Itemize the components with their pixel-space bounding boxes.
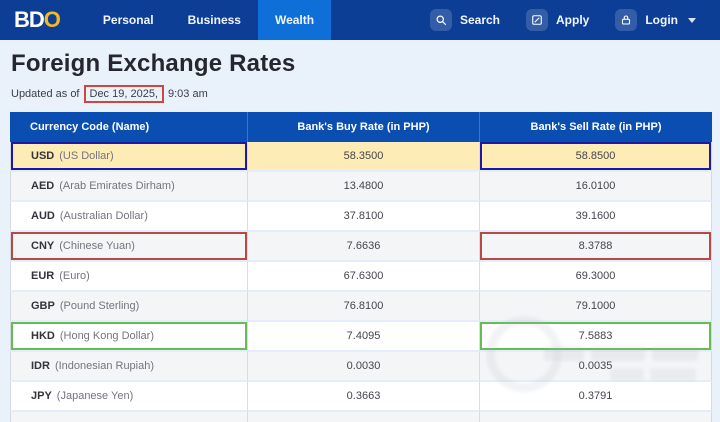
sell-rate-cell: 16.0100 [479,172,712,202]
currency-name: (Hong Kong Dollar) [59,330,154,342]
fx-table-body: USD (US Dollar) 58.3500 58.8500 AED (Arab Emi… [10,142,712,422]
sell-rate-cell: 8.3788 [479,232,712,262]
buy-rate-cell: 13.4800 [247,172,479,202]
updated-date-annotation-box: Dec 19, 2025, [83,85,164,103]
buy-rate-cell: 37.8100 [247,202,479,232]
page-title: Foreign Exchange Rates [11,50,296,77]
fx-row-eur: EUR (Euro) 67.6300 69.3000 [10,262,712,292]
main-nav: Personal Business Wealth [86,0,332,40]
fx-table-header-row: Currency Code (Name) Bank's Buy Rate (in… [10,112,712,142]
fx-row-gbp: GBP (Pound Sterling) 76.8100 79.1000 [10,292,712,322]
sell-rate-cell: 0.3791 [479,382,712,412]
updated-as-of: Updated as of Dec 19, 2025, 9:03 am [11,85,712,103]
fx-row-jpy: JPY (Japanese Yen) 0.3663 0.3791 [10,382,712,412]
fx-row-idr: IDR (Indonesian Rupiah) 0.0030 0.0035 [10,352,712,382]
buy-rate-cell: 58.3500 [247,142,479,172]
currency-code: HKD [31,330,55,342]
sell-rate-cell: 0.0035 [479,352,712,382]
fx-row-cny: CNY (Chinese Yuan) 7.6636 8.3788 [10,232,712,262]
currency-cell: HKD (Hong Kong Dollar) [10,322,247,352]
currency-cell: CNY (Chinese Yuan) [10,232,247,262]
fx-row-aud: AUD (Australian Dollar) 37.8100 39.1600 [10,202,712,232]
apply-label: Apply [556,13,590,27]
currency-name: (Arab Emirates Dirham) [59,180,175,192]
fx-rates-table: Currency Code (Name) Bank's Buy Rate (in… [10,112,712,422]
currency-name: (Australian Dollar) [59,210,148,222]
logo-text-o: O [43,7,61,32]
navbar-actions: Search Apply Login [429,0,720,40]
partial-row [10,412,712,422]
buy-rate-cell: 7.6636 [247,232,479,262]
currency-cell: IDR (Indonesian Rupiah) [10,352,247,382]
col-header-sell-rate: Bank's Sell Rate (in PHP) [479,112,712,142]
buy-rate-cell: 76.8100 [247,292,479,322]
content-area: Foreign Exchange Rates Updated as of Dec… [0,40,720,422]
search-icon [429,9,452,31]
search-button[interactable]: Search [429,9,500,31]
currency-code: AED [31,180,55,192]
buy-rate-cell: 7.4095 [247,322,479,352]
buy-rate-cell: 0.0030 [247,352,479,382]
buy-rate-cell: 0.3663 [247,382,479,412]
currency-code: USD [31,150,55,162]
sell-rate-cell: 58.8500 [479,142,712,172]
search-label: Search [459,13,500,27]
updated-prefix: Updated as of [11,88,80,100]
currency-name: (Euro) [59,270,90,282]
sell-rate-cell: 7.5883 [479,322,712,352]
currency-code: JPY [31,390,52,402]
currency-name: (Pound Sterling) [59,300,140,312]
logo-text-bd: BD [14,7,45,32]
currency-code: AUD [31,210,55,222]
updated-time: 9:03 am [168,88,208,100]
fx-row-aed: AED (Arab Emirates Dirham) 13.4800 16.0100 [10,172,712,202]
chevron-down-icon [688,17,696,23]
top-navbar: BD O Personal Business Wealth Search [0,0,720,40]
fx-row-hkd: HKD (Hong Kong Dollar) 7.4095 7.5883 [10,322,712,352]
fx-row-usd: USD (US Dollar) 58.3500 58.8500 [10,142,712,172]
currency-name: (Japanese Yen) [56,390,134,402]
lock-icon [615,9,638,31]
sell-rate-cell: 39.1600 [479,202,712,232]
sell-rate-cell: 79.1000 [479,292,712,322]
currency-cell: USD (US Dollar) [10,142,247,172]
col-header-currency: Currency Code (Name) [10,112,247,142]
buy-rate-cell: 67.6300 [247,262,479,292]
currency-code: GBP [31,300,55,312]
login-button[interactable]: Login [615,9,696,31]
currency-cell: AED (Arab Emirates Dirham) [10,172,247,202]
nav-item-wealth[interactable]: Wealth [257,0,332,40]
currency-cell: JPY (Japanese Yen) [10,382,247,412]
nav-item-business[interactable]: Business [187,13,241,27]
currency-name: (Chinese Yuan) [59,240,135,252]
currency-code: IDR [31,360,50,372]
currency-cell: GBP (Pound Sterling) [10,292,247,322]
currency-code: EUR [31,270,55,282]
edit-compose-icon [526,9,548,31]
currency-name: (US Dollar) [59,150,114,162]
nav-item-personal[interactable]: Personal [102,13,154,27]
currency-cell: AUD (Australian Dollar) [10,202,247,232]
apply-button[interactable]: Apply [526,9,589,31]
col-header-buy-rate: Bank's Buy Rate (in PHP) [247,112,479,142]
sell-rate-cell: 69.3000 [479,262,712,292]
currency-code: CNY [31,240,55,252]
currency-cell: EUR (Euro) [10,262,247,292]
login-label: Login [645,13,678,27]
bdo-logo[interactable]: BD O [0,0,61,40]
currency-name: (Indonesian Rupiah) [54,360,155,372]
